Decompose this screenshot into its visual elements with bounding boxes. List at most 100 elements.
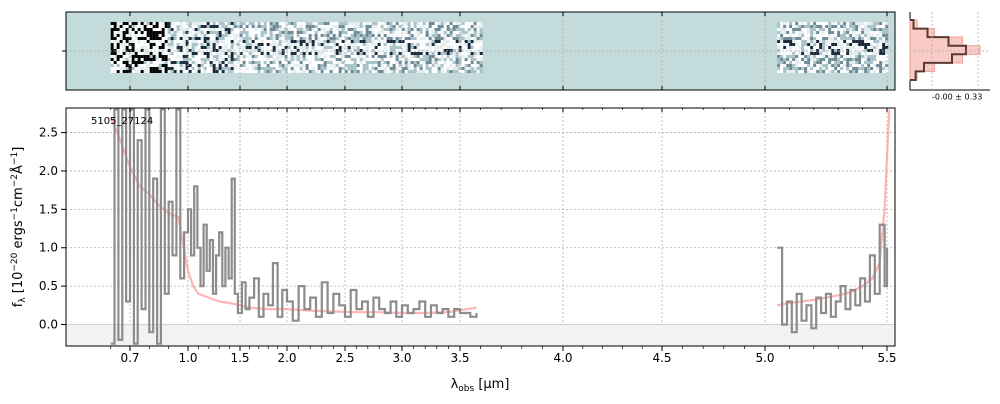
twod-pixel (416, 61, 420, 64)
twod-pixel (473, 28, 477, 31)
twod-pixel (870, 58, 874, 61)
twod-pixel (140, 22, 144, 25)
twod-pixel (215, 52, 219, 55)
twod-pixel (236, 67, 240, 70)
twod-pixel (401, 34, 405, 37)
twod-pixel (224, 49, 228, 52)
twod-pixel (155, 37, 159, 40)
twod-pixel (131, 61, 135, 64)
twod-pixel (254, 34, 258, 37)
twod-pixel (161, 40, 165, 43)
twod-pixel (182, 43, 186, 46)
hist-bars (909, 12, 990, 90)
twod-pixel (825, 49, 829, 52)
twod-pixel (434, 58, 438, 61)
twod-pixel (287, 49, 291, 52)
twod-pixel (194, 61, 198, 64)
twod-pixel (816, 22, 820, 25)
twod-pixel (119, 64, 123, 67)
twod-pixel (846, 49, 850, 52)
twod-pixel (110, 64, 114, 67)
twod-pixel (810, 34, 814, 37)
twod-pixel (335, 43, 339, 46)
twod-pixel (449, 61, 453, 64)
twod-pixel (320, 55, 324, 58)
twod-pixel (359, 49, 363, 52)
twod-pixel (332, 55, 336, 58)
twod-pixel (119, 52, 123, 55)
twod-pixel (849, 34, 853, 37)
twod-pixel (789, 43, 793, 46)
twod-pixel (882, 55, 886, 58)
twod-pixel (116, 67, 120, 70)
twod-pixel (284, 22, 288, 25)
twod-pixel (203, 61, 207, 64)
twod-pixel (819, 31, 823, 34)
twod-pixel (317, 25, 321, 28)
twod-pixel (287, 43, 291, 46)
twod-pixel (374, 58, 378, 61)
twod-pixel (422, 22, 426, 25)
twod-pixel (401, 40, 405, 43)
twod-pixel (392, 25, 396, 28)
twod-pixel (840, 25, 844, 28)
twod-pixel (440, 43, 444, 46)
twod-pixel (371, 43, 375, 46)
twod-pixel (269, 43, 273, 46)
twod-pixel (239, 43, 243, 46)
twod-pixel (278, 49, 282, 52)
twod-pixel (167, 28, 171, 31)
twod-pixel (828, 58, 832, 61)
twod-pixel (260, 64, 264, 67)
twod-pixel (296, 55, 300, 58)
twod-pixel (158, 31, 162, 34)
twod-pixel (362, 58, 366, 61)
twod-pixel (140, 61, 144, 64)
twod-pixel (308, 52, 312, 55)
twod-pixel (846, 55, 850, 58)
twod-pixel (170, 49, 174, 52)
twod-pixel (422, 46, 426, 49)
twod-pixel (194, 25, 198, 28)
twod-pixel (386, 37, 390, 40)
twod-pixel (876, 64, 880, 67)
twod-pixel (344, 52, 348, 55)
twod-pixel (362, 70, 366, 73)
twod-pixel (795, 67, 799, 70)
twod-pixel (128, 34, 132, 37)
twod-pixel (332, 37, 336, 40)
twod-pixel (377, 67, 381, 70)
twod-pixel (786, 61, 790, 64)
twod-pixel (242, 40, 246, 43)
twod-pixel (329, 40, 333, 43)
twod-pixel (452, 52, 456, 55)
twod-pixel (810, 64, 814, 67)
twod-pixel (449, 46, 453, 49)
twod-pixel (807, 49, 811, 52)
twod-pixel (323, 37, 327, 40)
twod-pixel (263, 46, 267, 49)
twod-pixel (458, 46, 462, 49)
twod-pixel (182, 40, 186, 43)
twod-pixel (113, 58, 117, 61)
twod-pixel (852, 22, 856, 25)
twod-pixel (116, 49, 120, 52)
twod-pixel (293, 37, 297, 40)
twod-pixel (356, 40, 360, 43)
twod-pixel (212, 67, 216, 70)
twod-pixel (233, 64, 237, 67)
twod-pixel (209, 37, 213, 40)
twod-pixel (359, 52, 363, 55)
twod-pixel (275, 46, 279, 49)
twod-pixel (263, 28, 267, 31)
twod-pixel (419, 70, 423, 73)
twod-pixel (837, 67, 841, 70)
twod-pixel (395, 46, 399, 49)
twod-pixel (236, 31, 240, 34)
twod-pixel (371, 37, 375, 40)
twod-pixel (209, 58, 213, 61)
twod-pixel (152, 40, 156, 43)
twod-pixel (308, 43, 312, 46)
twod-pixel (792, 22, 796, 25)
twod-pixel (200, 43, 204, 46)
